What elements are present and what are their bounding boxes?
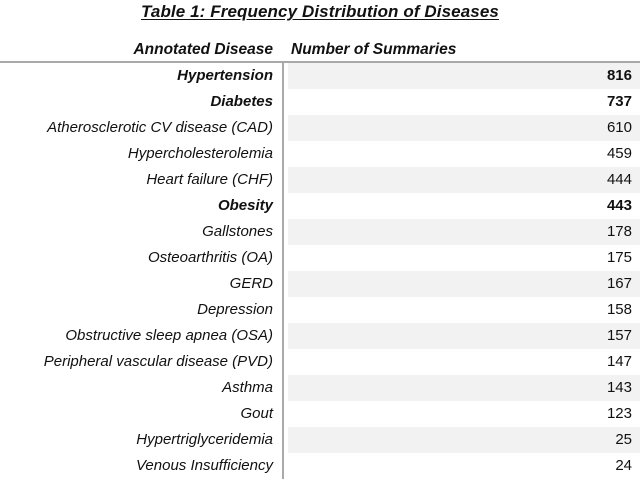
disease-cell: GERD [0, 271, 284, 297]
table-row: Atherosclerotic CV disease (CAD) 610 [0, 115, 640, 141]
page-title: Table 1: Frequency Distribution of Disea… [141, 2, 499, 21]
column-header-count: Number of Summaries [291, 41, 457, 58]
disease-cell: Venous Insufficiency [0, 453, 284, 479]
table-row: Diabetes 737 [0, 89, 640, 115]
disease-cell: Obesity [0, 193, 284, 219]
disease-cell: Diabetes [0, 89, 284, 115]
title-row: Table 1: Frequency Distribution of Disea… [0, 0, 640, 23]
count-cell: 157 [288, 323, 640, 349]
disease-cell: Hypercholesterolemia [0, 141, 284, 167]
count-cell: 158 [288, 297, 640, 323]
disease-cell: Gout [0, 401, 284, 427]
table-row: Gallstones 178 [0, 219, 640, 245]
count-cell: 444 [288, 167, 640, 193]
table-row: Hypercholesterolemia 459 [0, 141, 640, 167]
table-row: Obesity 443 [0, 193, 640, 219]
count-cell: 25 [288, 427, 640, 453]
disease-cell: Gallstones [0, 219, 284, 245]
table-row: Obstructive sleep apnea (OSA) 157 [0, 323, 640, 349]
count-cell: 143 [288, 375, 640, 401]
count-cell: 178 [288, 219, 640, 245]
count-cell: 24 [288, 453, 640, 479]
count-cell: 167 [288, 271, 640, 297]
count-cell: 459 [288, 141, 640, 167]
count-cell: 147 [288, 349, 640, 375]
table-body: Hypertension 816 Diabetes 737 Atheroscle… [0, 61, 640, 479]
table-row: Hypertriglyceridemia 25 [0, 427, 640, 453]
disease-cell: Hypertension [0, 63, 284, 89]
disease-cell: Asthma [0, 375, 284, 401]
table-row: Heart failure (CHF) 444 [0, 167, 640, 193]
disease-cell: Obstructive sleep apnea (OSA) [0, 323, 284, 349]
count-cell: 123 [288, 401, 640, 427]
disease-cell: Osteoarthritis (OA) [0, 245, 284, 271]
table-header: Annotated Disease Number of Summaries [0, 38, 640, 61]
count-cell: 737 [288, 89, 640, 115]
disease-cell: Depression [0, 297, 284, 323]
count-cell: 816 [288, 63, 640, 89]
count-cell: 610 [288, 115, 640, 141]
table-row: Peripheral vascular disease (PVD) 147 [0, 349, 640, 375]
table-row: Asthma 143 [0, 375, 640, 401]
table-row: Osteoarthritis (OA) 175 [0, 245, 640, 271]
table-row: Venous Insufficiency 24 [0, 453, 640, 479]
column-header-disease: Annotated Disease [133, 41, 273, 58]
table-row: GERD 167 [0, 271, 640, 297]
count-cell: 443 [288, 193, 640, 219]
table-row: Depression 158 [0, 297, 640, 323]
disease-cell: Atherosclerotic CV disease (CAD) [0, 115, 284, 141]
disease-cell: Hypertriglyceridemia [0, 427, 284, 453]
table-row: Hypertension 816 [0, 63, 640, 89]
disease-cell: Peripheral vascular disease (PVD) [0, 349, 284, 375]
count-cell: 175 [288, 245, 640, 271]
disease-cell: Heart failure (CHF) [0, 167, 284, 193]
table-row: Gout 123 [0, 401, 640, 427]
